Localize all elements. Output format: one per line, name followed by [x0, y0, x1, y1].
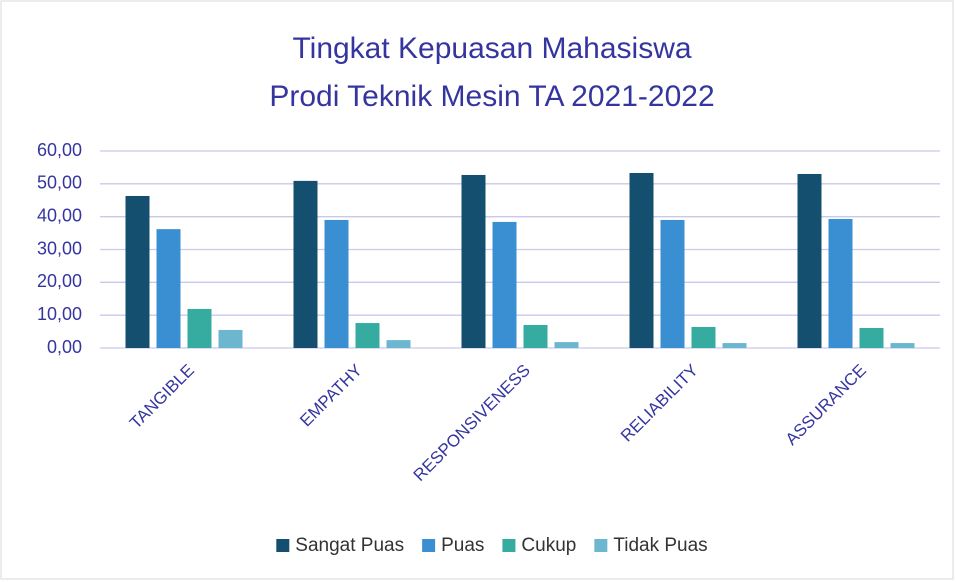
chart-title: Tingkat Kepuasan Mahasiswa: [292, 32, 691, 65]
bar: [187, 308, 212, 348]
bar: [125, 195, 150, 348]
y-tick-label: 60,00: [37, 140, 82, 160]
bar: [554, 342, 579, 348]
legend-label: Cukup: [521, 535, 576, 556]
bar: [461, 174, 486, 348]
bar: [660, 219, 685, 348]
bar: [828, 218, 853, 348]
y-tick-label: 50,00: [37, 173, 82, 193]
y-tick-label: 30,00: [37, 238, 82, 258]
bar: [722, 343, 747, 348]
bar: [691, 326, 716, 348]
legend-swatch: [422, 539, 436, 552]
bar: [492, 221, 517, 348]
bar: [293, 180, 318, 348]
y-tick-label: 10,00: [37, 304, 82, 324]
y-tick-label: 20,00: [37, 271, 82, 291]
chart-title: Prodi Teknik Mesin TA 2021-2022: [269, 80, 714, 113]
bar: [859, 327, 884, 348]
bar: [523, 325, 548, 348]
bar: [797, 173, 822, 348]
bar: [156, 229, 181, 348]
legend-label: Sangat Puas: [295, 535, 404, 556]
y-tick-label: 40,00: [37, 205, 82, 225]
legend-swatch: [276, 539, 290, 552]
bar: [386, 340, 411, 348]
legend-label: Tidak Puas: [613, 535, 707, 556]
legend-swatch: [594, 539, 608, 552]
bar: [629, 172, 654, 348]
bar: [355, 323, 380, 348]
legend-swatch: [502, 539, 516, 552]
y-tick-label: 0,00: [47, 337, 82, 357]
bar: [324, 219, 349, 348]
bar: [218, 329, 243, 348]
bar: [890, 343, 915, 348]
legend-label: Puas: [441, 535, 484, 556]
